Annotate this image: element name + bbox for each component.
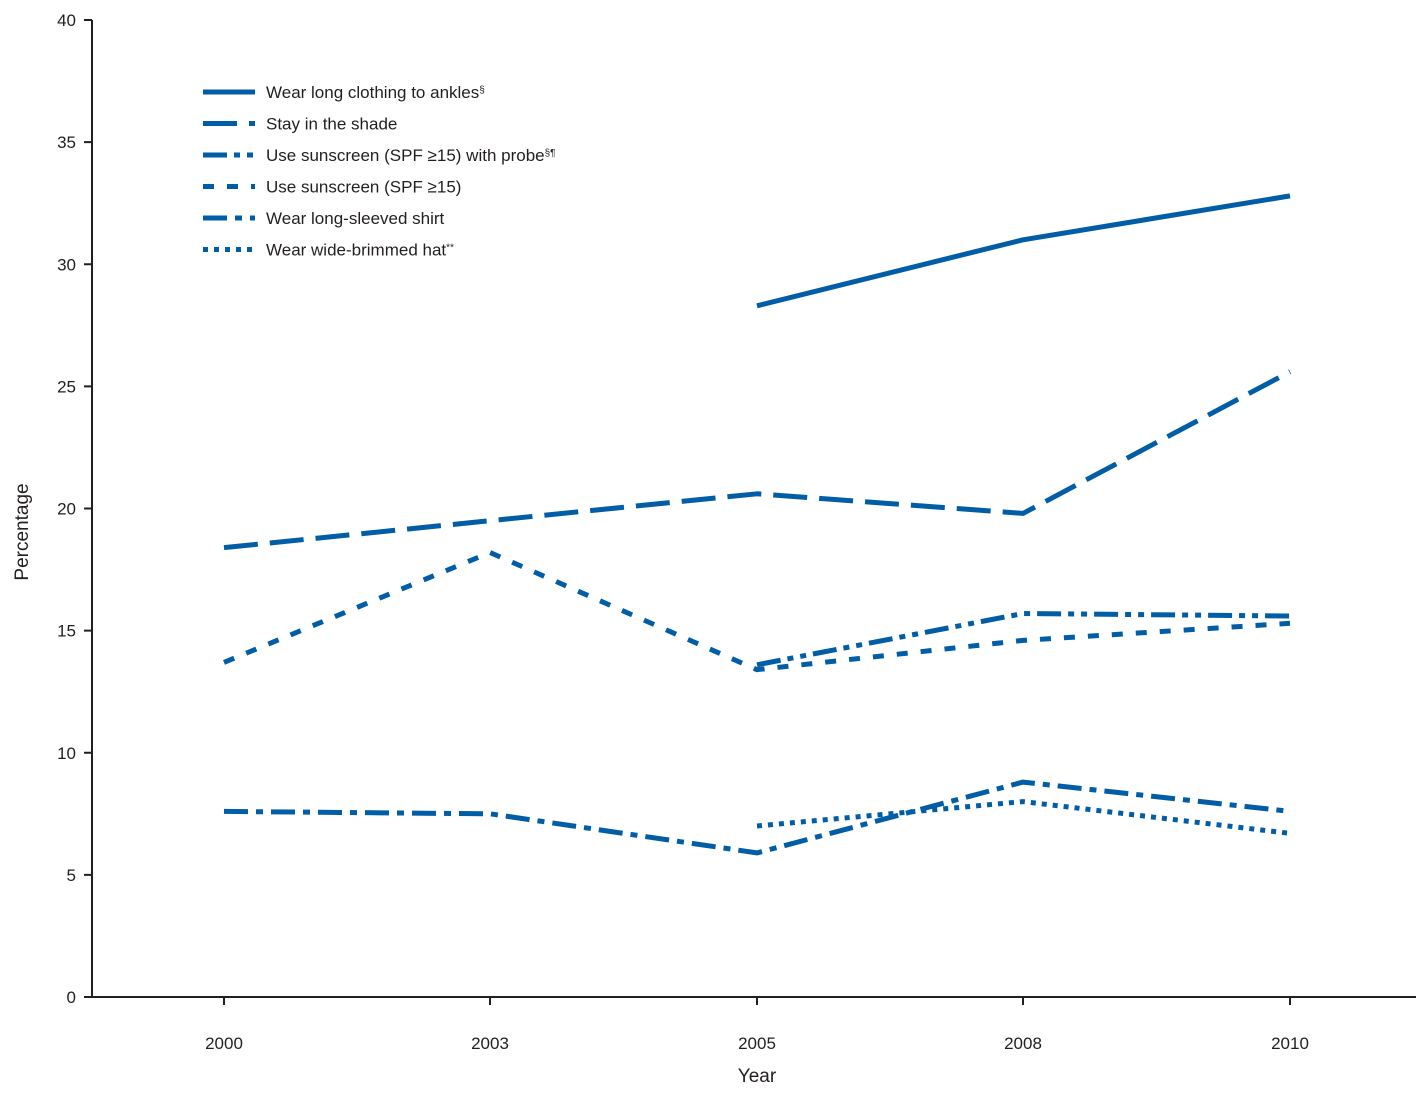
y-tick-label: 0 [67, 988, 76, 1007]
y-tick-label: 30 [57, 255, 76, 274]
x-tick-label: 2003 [471, 1034, 509, 1053]
y-tick-label: 5 [67, 866, 76, 885]
y-tick-label: 40 [57, 11, 76, 30]
legend-footnote-marker: ** [446, 242, 454, 253]
series-line-stay-in-the-shade [224, 372, 1290, 548]
x-tick-label: 2005 [738, 1034, 776, 1053]
legend-label-use-sunscreen-spf-15-with-probe: Use sunscreen (SPF ≥15) with probe§¶ [266, 146, 556, 165]
x-tick-label: 2000 [205, 1034, 243, 1053]
x-axis-title: Year [738, 1066, 777, 1087]
legend-footnote-marker: §¶ [545, 148, 556, 159]
legend-label-wear-wide-brimmed-hat: Wear wide-brimmed hat** [266, 241, 454, 260]
legend-label-use-sunscreen-spf-15: Use sunscreen (SPF ≥15) [266, 178, 461, 197]
series-line-wear-long-sleeved-shirt [224, 782, 1290, 853]
legend-footnote-marker: § [479, 85, 485, 96]
y-tick-label: 10 [57, 744, 76, 763]
y-tick-label: 35 [57, 133, 76, 152]
legend-label-wear-long-sleeved-shirt: Wear long-sleeved shirt [266, 209, 445, 228]
y-axis-title: Percentage [12, 483, 33, 580]
legend-label-stay-in-the-shade: Stay in the shade [266, 115, 397, 134]
series-line-use-sunscreen-spf-15 [224, 553, 1290, 670]
series-line-wear-wide-brimmed-hat [757, 802, 1290, 834]
x-tick-label: 2008 [1004, 1034, 1042, 1053]
y-tick-label: 20 [57, 500, 76, 519]
series-line-wear-long-clothing-to-ankles [757, 196, 1290, 306]
legend-label-wear-long-clothing-to-ankles: Wear long clothing to ankles§ [266, 83, 485, 102]
y-tick-label: 25 [57, 377, 76, 396]
x-tick-label: 2010 [1271, 1034, 1309, 1053]
y-tick-label: 15 [57, 622, 76, 641]
